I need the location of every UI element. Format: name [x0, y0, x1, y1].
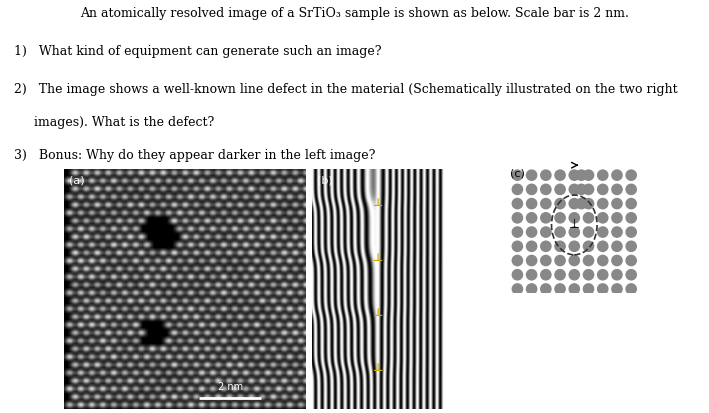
- Text: images). What is the defect?: images). What is the defect?: [14, 116, 214, 128]
- Circle shape: [576, 184, 586, 195]
- Circle shape: [541, 227, 551, 237]
- Circle shape: [626, 270, 636, 280]
- Circle shape: [541, 255, 551, 266]
- Circle shape: [513, 255, 523, 266]
- Circle shape: [598, 270, 608, 280]
- Circle shape: [626, 170, 636, 180]
- Text: 3)   Bonus: Why do they appear darker in the left image?: 3) Bonus: Why do they appear darker in t…: [14, 149, 376, 161]
- Circle shape: [527, 284, 537, 294]
- Circle shape: [541, 270, 551, 280]
- Circle shape: [584, 255, 593, 266]
- Text: ⊥: ⊥: [569, 218, 580, 231]
- Circle shape: [612, 241, 622, 252]
- Circle shape: [527, 170, 537, 180]
- Circle shape: [584, 270, 593, 280]
- Circle shape: [612, 227, 622, 237]
- Circle shape: [584, 213, 593, 223]
- Circle shape: [541, 170, 551, 180]
- Circle shape: [584, 170, 593, 180]
- Circle shape: [513, 227, 523, 237]
- Circle shape: [626, 199, 636, 209]
- Circle shape: [576, 170, 586, 180]
- Circle shape: [513, 199, 523, 209]
- Circle shape: [626, 255, 636, 266]
- Circle shape: [584, 284, 593, 294]
- Text: An atomically resolved image of a SrTiO₃ sample is shown as below. Scale bar is : An atomically resolved image of a SrTiO₃…: [80, 7, 629, 19]
- Circle shape: [541, 199, 551, 209]
- Circle shape: [527, 199, 537, 209]
- Circle shape: [555, 213, 565, 223]
- Circle shape: [598, 199, 608, 209]
- Circle shape: [598, 255, 608, 266]
- Circle shape: [584, 241, 593, 252]
- Text: ⊥: ⊥: [372, 198, 383, 208]
- Circle shape: [598, 213, 608, 223]
- Circle shape: [513, 213, 523, 223]
- Text: (a): (a): [69, 175, 84, 185]
- Circle shape: [513, 270, 523, 280]
- Circle shape: [626, 227, 636, 237]
- Circle shape: [612, 184, 622, 195]
- Circle shape: [569, 227, 579, 237]
- Circle shape: [555, 284, 565, 294]
- Circle shape: [612, 170, 622, 180]
- Text: (c): (c): [510, 168, 525, 178]
- Circle shape: [541, 241, 551, 252]
- Circle shape: [527, 227, 537, 237]
- Circle shape: [612, 199, 622, 209]
- Circle shape: [584, 184, 593, 195]
- Circle shape: [555, 170, 565, 180]
- Circle shape: [569, 199, 579, 209]
- Circle shape: [626, 284, 636, 294]
- Circle shape: [555, 227, 565, 237]
- Circle shape: [626, 184, 636, 195]
- Circle shape: [513, 241, 523, 252]
- Circle shape: [527, 270, 537, 280]
- Text: (b): (b): [317, 175, 333, 185]
- Circle shape: [598, 170, 608, 180]
- Circle shape: [527, 241, 537, 252]
- Circle shape: [541, 213, 551, 223]
- Circle shape: [555, 255, 565, 266]
- Circle shape: [527, 213, 537, 223]
- Text: 2)   The image shows a well-known line defect in the material (Schematically ill: 2) The image shows a well-known line def…: [14, 83, 678, 95]
- Circle shape: [555, 184, 565, 195]
- Circle shape: [527, 255, 537, 266]
- Circle shape: [612, 213, 622, 223]
- Text: 2 nm: 2 nm: [218, 382, 242, 392]
- Circle shape: [555, 241, 565, 252]
- Circle shape: [626, 213, 636, 223]
- Circle shape: [598, 284, 608, 294]
- Circle shape: [626, 241, 636, 252]
- Circle shape: [541, 184, 551, 195]
- Circle shape: [569, 255, 579, 266]
- Circle shape: [513, 170, 523, 180]
- Text: ⊥: ⊥: [372, 308, 383, 318]
- Circle shape: [513, 184, 523, 195]
- Circle shape: [584, 227, 593, 237]
- Circle shape: [569, 284, 579, 294]
- Circle shape: [576, 199, 586, 209]
- Circle shape: [555, 270, 565, 280]
- Text: ⊥: ⊥: [372, 363, 383, 373]
- Circle shape: [569, 241, 579, 252]
- Circle shape: [598, 241, 608, 252]
- Text: 1)   What kind of equipment can generate such an image?: 1) What kind of equipment can generate s…: [14, 45, 381, 57]
- Circle shape: [612, 270, 622, 280]
- Circle shape: [569, 170, 579, 180]
- Circle shape: [569, 184, 579, 195]
- Circle shape: [569, 213, 579, 223]
- Circle shape: [598, 227, 608, 237]
- Text: ⊥: ⊥: [372, 253, 383, 263]
- Circle shape: [612, 284, 622, 294]
- Circle shape: [541, 284, 551, 294]
- Circle shape: [612, 255, 622, 266]
- Circle shape: [513, 284, 523, 294]
- Circle shape: [598, 184, 608, 195]
- Circle shape: [584, 199, 593, 209]
- Circle shape: [527, 184, 537, 195]
- Circle shape: [555, 199, 565, 209]
- Circle shape: [569, 270, 579, 280]
